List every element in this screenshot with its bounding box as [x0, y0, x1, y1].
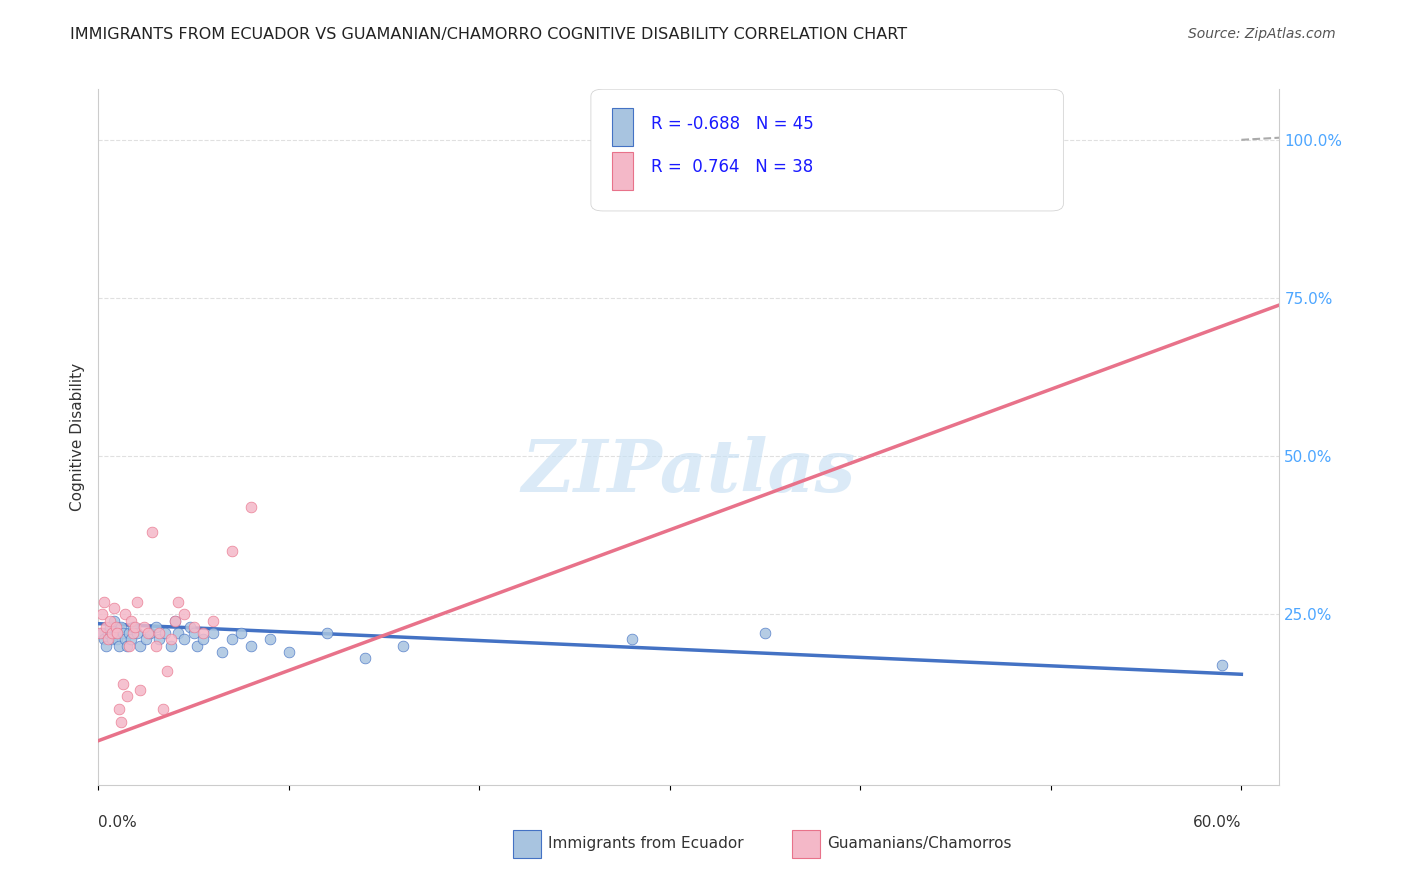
Bar [792, 830, 820, 858]
FancyBboxPatch shape [612, 108, 634, 146]
Point [1211, 657, 1233, 672]
Point [239, 500, 262, 514]
Point [152, 702, 174, 716]
Point [183, 620, 205, 634]
Text: IMMIGRANTS FROM ECUADOR VS GUAMANIAN/CHAMORRO COGNITIVE DISABILITY CORRELATION C: IMMIGRANTS FROM ECUADOR VS GUAMANIAN/CHA… [70, 27, 907, 42]
Point [112, 677, 135, 691]
Point [159, 639, 181, 653]
Point [134, 620, 156, 634]
Point [145, 620, 167, 634]
Point [120, 614, 142, 628]
Point [98, 620, 121, 634]
Point [173, 607, 195, 622]
Point [153, 626, 176, 640]
Point [163, 614, 186, 628]
Point [120, 632, 142, 647]
Point [159, 632, 181, 647]
Point [183, 626, 205, 640]
Point [104, 626, 127, 640]
Y-axis label: Cognitive Disability: Cognitive Disability [69, 363, 84, 511]
Text: Source: ZipAtlas.com: Source: ZipAtlas.com [1188, 27, 1336, 41]
Point [104, 620, 127, 634]
Point [114, 632, 136, 647]
Point [239, 639, 262, 653]
Point [173, 632, 195, 647]
Point [103, 600, 125, 615]
Point [221, 632, 243, 647]
Point [107, 626, 129, 640]
Point [231, 626, 253, 640]
Point [97, 626, 120, 640]
Point [139, 626, 162, 640]
Point [135, 632, 157, 647]
Point [156, 664, 179, 678]
Point [259, 632, 281, 647]
Text: Guamanians/Chamorros: Guamanians/Chamorros [827, 837, 1011, 851]
Point [114, 607, 136, 622]
Point [91, 607, 114, 622]
Point [94, 639, 117, 653]
Text: ZIPatlas: ZIPatlas [522, 436, 856, 508]
Point [108, 639, 131, 653]
FancyBboxPatch shape [612, 152, 634, 190]
Point [392, 639, 415, 653]
Point [108, 702, 131, 716]
Point [118, 626, 141, 640]
Point [89, 626, 111, 640]
Text: R = -0.688   N = 45: R = -0.688 N = 45 [651, 115, 814, 133]
Text: 60.0%: 60.0% [1192, 814, 1241, 830]
Point [124, 620, 146, 634]
Point [121, 626, 143, 640]
Point [91, 626, 114, 640]
Point [211, 645, 233, 659]
Text: R =  0.764   N = 38: R = 0.764 N = 38 [651, 158, 814, 176]
Point [110, 714, 132, 729]
Point [754, 626, 776, 640]
Point [93, 594, 115, 608]
Point [148, 632, 170, 647]
Point [145, 639, 167, 653]
Point [125, 594, 148, 608]
Point [115, 639, 138, 653]
Point [110, 620, 132, 634]
Point [201, 614, 224, 628]
Point [103, 614, 125, 628]
Point [354, 651, 377, 665]
Point [112, 626, 135, 640]
Point [97, 632, 120, 647]
Point [186, 639, 208, 653]
Point [107, 632, 129, 647]
Point [118, 639, 141, 653]
Point [167, 594, 190, 608]
Point [94, 620, 117, 634]
Text: 0.0%: 0.0% [98, 814, 138, 830]
Point [141, 524, 163, 539]
FancyBboxPatch shape [591, 89, 1063, 211]
Point [201, 626, 224, 640]
Point [316, 626, 339, 640]
Point [129, 639, 152, 653]
Text: Immigrants from Ecuador: Immigrants from Ecuador [548, 837, 744, 851]
Point [179, 620, 201, 634]
Bar [513, 830, 541, 858]
Point [277, 645, 299, 659]
Point [93, 632, 115, 647]
Point [136, 626, 159, 640]
Point [167, 626, 190, 640]
Point [100, 626, 122, 640]
Point [115, 690, 138, 704]
Point [163, 614, 186, 628]
Point [193, 632, 215, 647]
Point [98, 614, 121, 628]
Point [121, 620, 143, 634]
Point [148, 626, 170, 640]
Point [129, 683, 152, 698]
Point [620, 632, 643, 647]
Point [221, 544, 243, 558]
Point [100, 632, 122, 647]
Point [125, 626, 148, 640]
Point [193, 626, 215, 640]
